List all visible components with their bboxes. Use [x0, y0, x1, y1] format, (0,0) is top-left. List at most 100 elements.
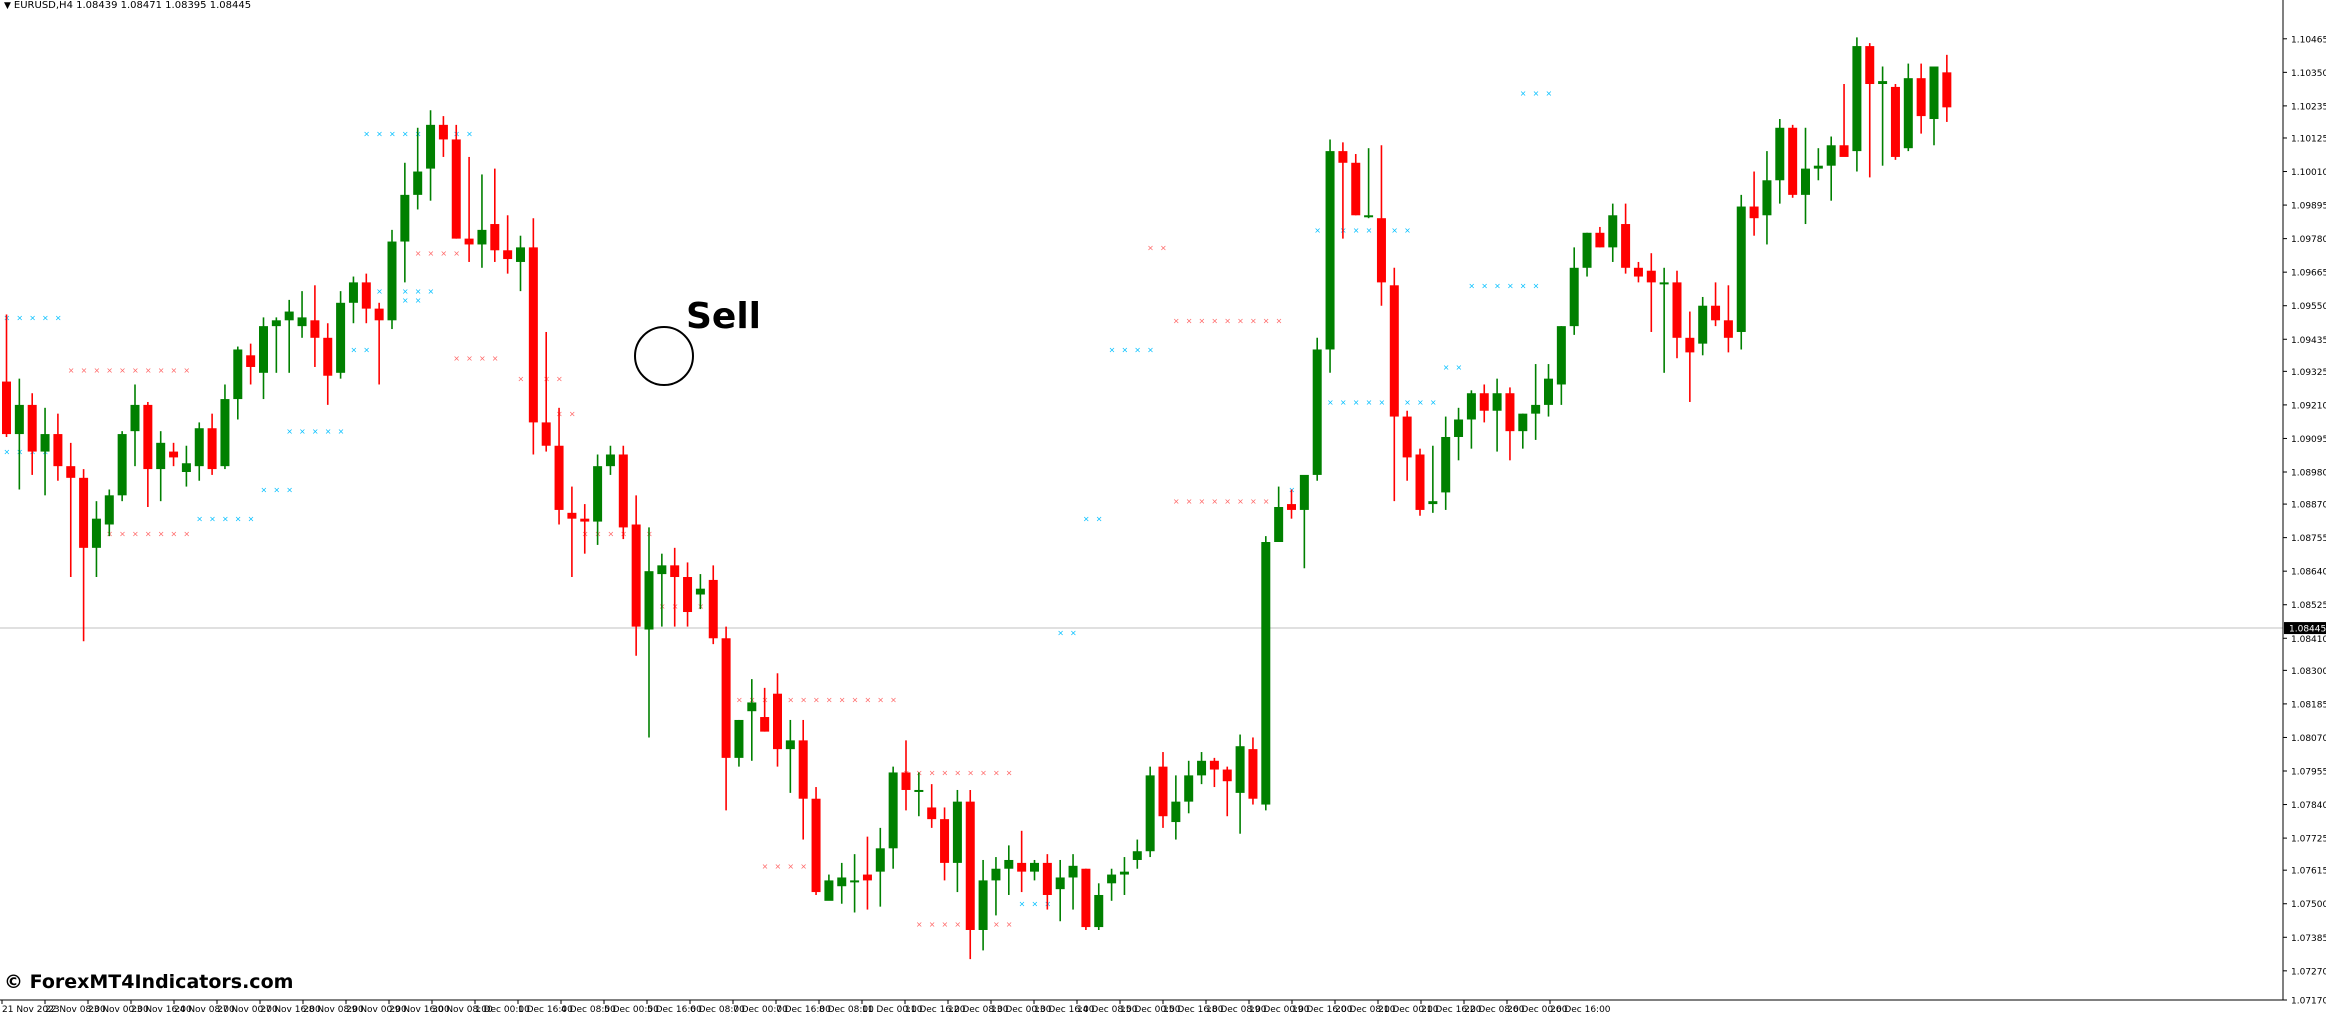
candle-body — [605, 454, 615, 467]
candle-body — [1042, 862, 1052, 895]
candle-body — [1415, 454, 1425, 510]
indicator-dot: × — [1533, 281, 1540, 290]
indicator-dot: × — [1507, 281, 1514, 290]
x-tick-label: 29 Nov 00:00 — [346, 1005, 407, 1015]
candle-body — [1235, 746, 1245, 793]
indicator-dot: × — [1456, 363, 1463, 372]
y-tick-label: 1.09550 — [2291, 302, 2326, 312]
indicator-dot: × — [1340, 398, 1347, 407]
indicator-dot: × — [492, 354, 499, 363]
candle-body — [27, 404, 37, 452]
x-tick-label: 14 Dec 08:00 — [1077, 1005, 1138, 1015]
candle-body — [220, 399, 230, 467]
indicator-dot: × — [1057, 628, 1064, 637]
candle-body — [91, 518, 101, 548]
x-tick-label: 22 Nov 08:00 — [45, 1005, 106, 1015]
indicator-dot: × — [4, 448, 11, 457]
candle-body — [1030, 862, 1039, 872]
y-tick-label: 1.09095 — [2291, 435, 2326, 445]
candle-body — [927, 807, 937, 820]
indicator-dot: × — [929, 768, 936, 777]
indicator-dot: × — [350, 345, 357, 354]
candle-body — [1865, 46, 1875, 85]
indicator-dot: × — [1353, 226, 1360, 235]
indicator-dot: × — [183, 366, 190, 375]
symbol-header: ▼ EURUSD,H4 1.08439 1.08471 1.08395 1.084… — [4, 0, 251, 11]
candle-body — [914, 789, 924, 792]
indicator-dot: × — [1314, 226, 1321, 235]
indicator-dot: × — [402, 296, 409, 305]
indicator-dot: × — [415, 249, 422, 258]
candle-body — [1659, 282, 1669, 285]
indicator-dot: × — [1430, 398, 1437, 407]
indicator-dot: × — [1173, 497, 1180, 506]
candle-body — [1852, 46, 1862, 152]
candle-body — [1711, 305, 1721, 321]
x-tick-label: 19 Dec 00:00 — [1249, 1005, 1310, 1015]
candle-body — [66, 466, 76, 478]
candle-body — [1389, 285, 1399, 417]
candle-body — [1505, 393, 1515, 432]
candle-body — [426, 124, 436, 169]
indicator-dot: × — [453, 249, 460, 258]
current-price-line: 1.08445 — [0, 622, 2326, 635]
indicator-dot: × — [1070, 628, 1077, 637]
symbol-line: EURUSD,H4 1.08439 1.08471 1.08395 1.0844… — [13, 0, 252, 11]
indicator-dot: × — [440, 249, 447, 258]
indicator-dot: × — [479, 354, 486, 363]
candle-body — [1325, 151, 1335, 350]
x-tick-label: 21 Dec 00:00 — [1378, 1005, 1439, 1015]
indicator-dot: × — [132, 529, 139, 538]
indicator-dot: × — [1147, 345, 1154, 354]
candle-body — [1094, 894, 1104, 928]
x-tick-label: 1 Dec 00:00 — [475, 1005, 530, 1015]
y-tick-label: 1.08070 — [2291, 734, 2326, 744]
candle-body — [1364, 215, 1374, 218]
y-tick-label: 1.10125 — [2291, 134, 2326, 144]
indicator-dot: × — [1237, 497, 1244, 506]
indicator-dots: × × × × × × × × × × × × × × × × × × × × × × × × × × × × × × × × × × × × × × × ×… — [4, 89, 1553, 929]
y-tick-label: 1.08870 — [2291, 501, 2326, 511]
indicator-dot: × — [1006, 768, 1013, 777]
indicator-dot: × — [1263, 316, 1270, 325]
indicator-dot: × — [1224, 316, 1231, 325]
x-tick-label: 11 Dec 00:00 — [862, 1005, 923, 1015]
candle-body — [156, 442, 166, 470]
candle-body — [1479, 393, 1489, 411]
candle-body — [2, 381, 11, 435]
candle-body — [1621, 224, 1631, 268]
candle-body — [310, 320, 320, 338]
x-tick-label: 13 Dec 16:00 — [1034, 1005, 1095, 1015]
y-tick-label: 1.08300 — [2291, 667, 2326, 677]
candle-body — [1518, 413, 1528, 432]
indicator-dot: × — [312, 427, 319, 436]
x-tick-label: 5 Dec 16:00 — [647, 1005, 702, 1015]
y-tick-label: 1.10350 — [2291, 69, 2326, 79]
candle-body — [695, 588, 705, 595]
candle-body — [1672, 282, 1682, 338]
x-tick-label: 26 Dec 16:00 — [1550, 1005, 1611, 1015]
candle-body — [130, 404, 140, 432]
indicator-dot: × — [1019, 900, 1026, 909]
collapse-arrow-icon[interactable]: ▼ — [4, 1, 11, 11]
indicator-dot: × — [556, 375, 563, 384]
indicator-dot: × — [518, 375, 525, 384]
candle-body — [1248, 749, 1258, 799]
indicator-dot: × — [338, 427, 345, 436]
indicator-dot: × — [119, 529, 126, 538]
indicator-dot: × — [1250, 497, 1257, 506]
candle-body — [760, 717, 770, 732]
indicator-dot: × — [1083, 515, 1090, 524]
candle-body — [53, 434, 63, 467]
candle-body — [618, 454, 628, 528]
candle-body — [246, 355, 256, 367]
candle-body — [824, 880, 834, 901]
indicator-dot: × — [1468, 281, 1475, 290]
candle-body — [1890, 86, 1900, 157]
indicator-dot: × — [235, 515, 242, 524]
indicator-dot: × — [55, 313, 62, 322]
